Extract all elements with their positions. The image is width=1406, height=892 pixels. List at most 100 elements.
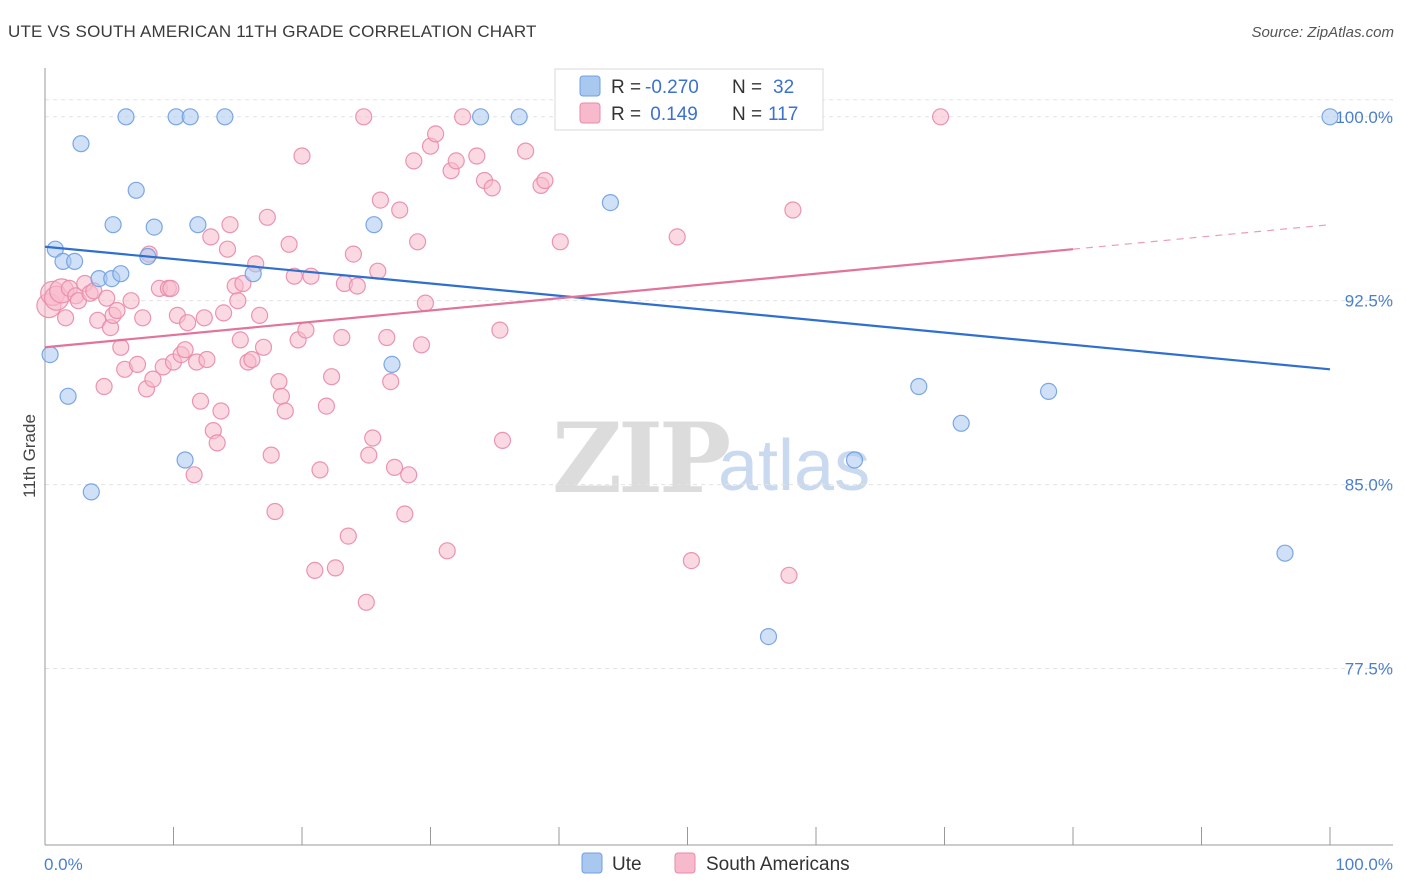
point-south-americans[interactable] [416,294,434,312]
point-south-americans[interactable] [272,387,290,405]
point-south-americans[interactable] [357,593,375,611]
point-south-americans[interactable] [198,350,216,369]
point-south-americans[interactable] [483,179,501,197]
point-ute[interactable] [1321,108,1339,126]
point-south-americans[interactable] [371,191,389,209]
point-south-americans[interactable] [491,321,509,339]
point-ute[interactable] [117,108,135,126]
point-south-americans[interactable] [344,245,362,263]
point-ute[interactable] [72,135,90,153]
bottom-legend-swatch-ute[interactable] [581,852,603,874]
point-south-americans[interactable] [454,108,472,126]
point-ute[interactable] [127,181,145,199]
point-south-americans[interactable] [438,542,456,560]
point-ute[interactable] [383,355,401,373]
point-south-americans[interactable] [98,289,116,307]
point-ute[interactable] [59,387,77,405]
point-south-americans[interactable] [191,392,210,410]
point-south-americans[interactable] [202,228,220,246]
point-south-americans[interactable] [382,373,400,391]
point-south-americans[interactable] [128,355,147,373]
point-ute[interactable] [910,377,928,396]
point-south-americans[interactable] [516,142,535,160]
point-south-americans[interactable] [56,309,75,327]
point-ute[interactable] [216,108,234,126]
point-south-americans[interactable] [251,306,269,324]
point-south-americans[interactable] [551,233,569,251]
point-south-americans[interactable] [218,240,237,258]
point-ute[interactable] [181,108,199,126]
point-ute[interactable] [365,216,383,234]
point-south-americans[interactable] [447,152,465,170]
point-ute[interactable] [65,252,84,270]
point-ute[interactable] [145,218,163,236]
point-south-americans[interactable] [668,228,686,246]
point-south-americans[interactable] [134,309,152,327]
point-south-americans[interactable] [378,328,396,347]
point-south-americans[interactable] [195,309,213,327]
point-ute[interactable] [104,216,122,234]
point-south-americans[interactable] [231,331,249,349]
point-south-americans[interactable] [391,201,409,219]
point-south-americans[interactable] [208,434,226,452]
point-south-americans[interactable] [221,216,239,234]
point-ute[interactable] [952,414,970,432]
point-south-americans[interactable] [412,336,431,354]
point-south-americans[interactable] [326,559,344,577]
point-south-americans[interactable] [317,397,335,415]
point-south-americans[interactable] [536,171,554,190]
point-ute[interactable] [601,194,620,212]
point-south-americans[interactable] [270,373,288,391]
point-south-americans[interactable] [400,466,418,484]
point-south-americans[interactable] [405,152,423,170]
point-south-americans[interactable] [285,267,303,285]
point-ute[interactable] [510,108,528,126]
point-south-americans[interactable] [258,208,276,226]
point-ute[interactable] [472,108,490,126]
point-ute[interactable] [1039,382,1058,400]
point-south-americans[interactable] [95,377,113,396]
point-ute[interactable] [845,451,864,469]
point-south-americans[interactable] [280,235,298,253]
point-south-americans[interactable] [360,446,378,464]
bottom-legend-swatch-south-americans[interactable] [674,852,696,874]
point-south-americans[interactable] [333,328,351,347]
point-ute[interactable] [176,451,194,469]
point-south-americans[interactable] [266,502,284,521]
point-south-americans[interactable] [355,108,373,126]
point-south-americans[interactable] [212,402,230,420]
point-south-americans[interactable] [162,279,180,297]
point-south-americans[interactable] [468,147,486,165]
point-south-americans[interactable] [339,527,357,545]
point-south-americans[interactable] [243,350,261,369]
point-ute[interactable] [759,627,778,646]
bottom-legend-label-ute[interactable]: Ute [612,854,642,875]
point-south-americans[interactable] [176,341,194,359]
point-south-americans[interactable] [780,566,798,584]
point-south-americans[interactable] [254,338,273,356]
point-south-americans[interactable] [348,277,366,295]
point-south-americans[interactable] [112,338,130,356]
point-ute[interactable] [41,346,59,364]
bottom-legend-label-south-americans[interactable]: South Americans [706,854,850,875]
point-south-americans[interactable] [396,505,414,523]
point-south-americans[interactable] [311,461,329,479]
point-south-americans[interactable] [931,108,950,126]
point-south-americans[interactable] [427,125,445,143]
point-ute[interactable] [189,216,207,234]
point-south-americans[interactable] [385,458,404,476]
point-ute[interactable] [1276,544,1294,562]
point-south-americans[interactable] [276,402,294,420]
point-south-americans[interactable] [682,551,701,570]
point-south-americans[interactable] [122,292,140,310]
point-south-americans[interactable] [784,201,802,219]
point-south-americans[interactable] [185,466,203,484]
point-south-americans[interactable] [144,370,162,388]
point-south-americans[interactable] [215,304,233,322]
point-south-americans[interactable] [369,262,387,280]
point-south-americans[interactable] [364,429,382,447]
point-south-americans[interactable] [179,314,197,332]
point-south-americans[interactable] [409,233,427,251]
point-south-americans[interactable] [297,321,315,339]
point-south-americans[interactable] [262,446,280,464]
